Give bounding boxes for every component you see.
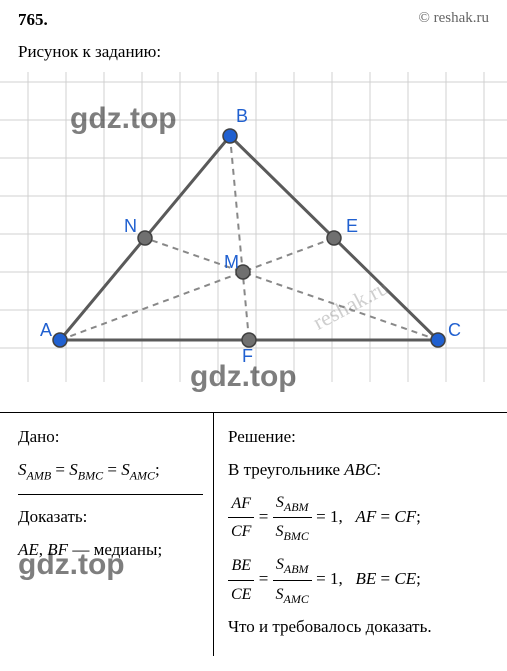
solution-label: Решение: — [228, 423, 489, 452]
solution-line-1: AFCF = SABMSBMC = 1, AF = CF; — [228, 489, 489, 547]
watermark-proof: gdz.top — [18, 548, 125, 582]
solution-line-2: BECE = SABMSAMC = 1, BE = CE; — [228, 551, 489, 609]
svg-text:B: B — [236, 106, 248, 126]
svg-text:N: N — [124, 216, 137, 236]
svg-text:A: A — [40, 320, 52, 340]
qed-text: Что и требовалось доказать. — [228, 613, 489, 642]
given-label: Дано: — [18, 423, 203, 452]
header: 765. © reshak.ru — [0, 0, 507, 38]
solution-column: Решение: В треугольнике ABC: AFCF = SABM… — [213, 413, 489, 656]
prove-label: Доказать: — [18, 503, 203, 532]
figure-area: ABCNEFM gdz.top gdz.top reshak.ru — [0, 72, 507, 382]
svg-text:M: M — [224, 252, 239, 272]
watermark-bottom: gdz.top — [190, 360, 297, 394]
problem-number: 765. — [18, 10, 48, 30]
copyright-text: © reshak.ru — [418, 10, 489, 30]
watermark-top: gdz.top — [70, 102, 177, 136]
svg-text:E: E — [346, 216, 358, 236]
given-column: Дано: SAMB = SBMC = SAMC; Доказать: AE, … — [18, 413, 213, 656]
given-equation: SAMB = SBMC = SAMC; — [18, 456, 203, 486]
divider — [18, 494, 203, 495]
proof-section: Дано: SAMB = SBMC = SAMC; Доказать: AE, … — [0, 412, 507, 656]
svg-text:C: C — [448, 320, 461, 340]
figure-caption: Рисунок к заданию: — [0, 38, 507, 72]
solution-intro: В треугольнике ABC: — [228, 456, 489, 485]
